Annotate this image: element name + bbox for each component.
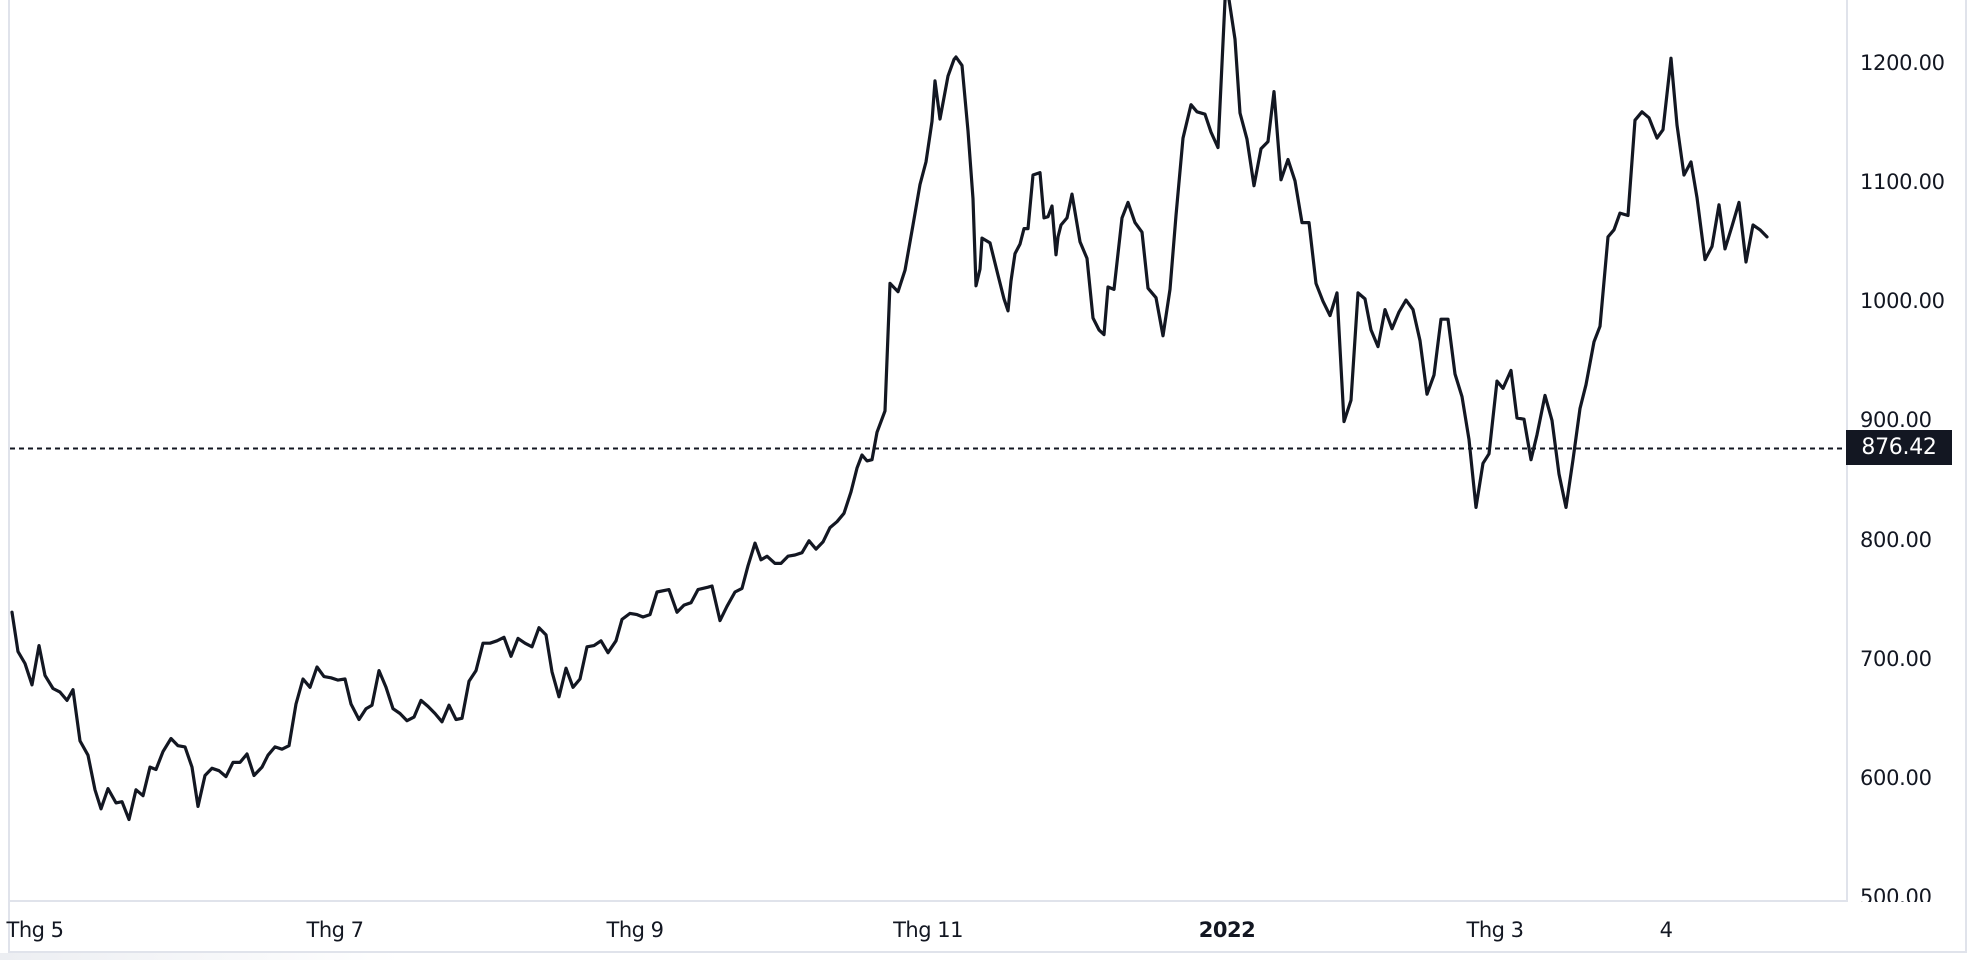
x-tick-label: 4 bbox=[1659, 918, 1673, 942]
y-tick-label: 600.00 bbox=[1860, 765, 1932, 790]
chart-right-border bbox=[1965, 0, 1967, 953]
y-tick-label: 800.00 bbox=[1860, 527, 1932, 552]
y-tick-label: 1100.00 bbox=[1860, 170, 1945, 195]
x-tick-label: Thg 9 bbox=[606, 918, 664, 942]
last-price-label: 876.42 bbox=[1846, 430, 1952, 465]
y-tick-label: 500.00 bbox=[1860, 884, 1932, 902]
x-tick-label: Thg 7 bbox=[306, 918, 364, 942]
y-tick-label: 1000.00 bbox=[1860, 289, 1945, 314]
chart-left-border bbox=[8, 0, 10, 953]
price-line bbox=[10, 0, 1769, 822]
y-tick-label: 1200.00 bbox=[1860, 51, 1945, 75]
y-tick-label: 700.00 bbox=[1860, 646, 1932, 671]
x-tick-label: 2022 bbox=[1198, 918, 1256, 942]
plot-area[interactable] bbox=[0, 0, 1846, 900]
x-tick-label: Thg 3 bbox=[1466, 918, 1524, 942]
price-axis[interactable]: 1200.00 1100.00 1000.00 900.00 800.00 700.00 6… bbox=[1848, 0, 1965, 902]
time-axis-bottom-border bbox=[9, 951, 1967, 953]
plot-bottom-border bbox=[9, 900, 1847, 902]
bottom-shadow bbox=[0, 953, 400, 960]
y-tick-label: 900.00 bbox=[1860, 408, 1932, 433]
x-tick-label: Thg 11 bbox=[893, 918, 963, 942]
x-tick-label: Thg 5 bbox=[6, 918, 64, 942]
